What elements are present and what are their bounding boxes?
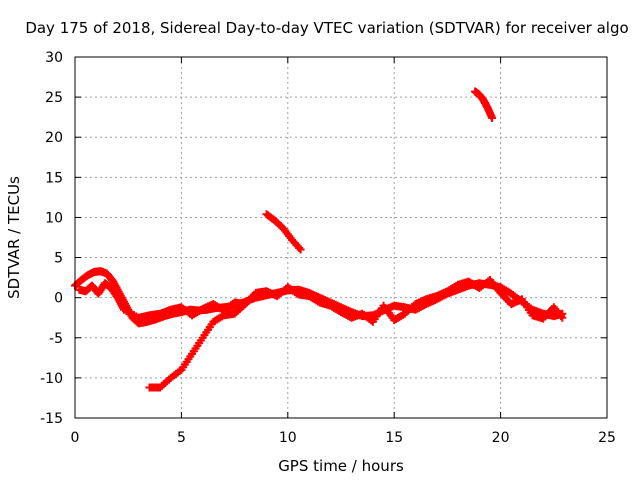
y-tick-label: 15 <box>45 170 63 186</box>
y-tick-label: 30 <box>45 50 63 66</box>
grid-lines <box>75 57 607 418</box>
x-tick-label: 10 <box>279 430 297 446</box>
x-tick-label: 5 <box>177 430 186 446</box>
data-point <box>296 245 305 254</box>
data-point <box>488 113 497 122</box>
data-point <box>241 300 250 309</box>
y-tick-label: -15 <box>40 411 63 427</box>
x-tick-label: 20 <box>492 430 510 446</box>
y-tick-label: 0 <box>54 291 63 307</box>
y-tick-labels: -15 -10 -5 0 5 10 15 20 25 30 <box>40 50 63 427</box>
plot-frame <box>74 56 608 419</box>
chart-title: Day 175 of 2018, Sidereal Day-to-day VTE… <box>25 19 628 37</box>
x-tick-labels: 0 5 10 15 20 25 <box>71 430 616 446</box>
x-axis-title: GPS time / hours <box>278 457 404 475</box>
data-points <box>71 87 567 392</box>
axis-ticks <box>74 56 608 419</box>
y-tick-label: 25 <box>45 90 63 106</box>
y-axis-title: SDTVAR / TECUs <box>5 176 23 299</box>
data-point <box>558 313 567 322</box>
x-tick-label: 15 <box>385 430 403 446</box>
x-tick-label: 0 <box>71 430 80 446</box>
data-point <box>295 243 304 252</box>
y-tick-label: 5 <box>54 251 63 267</box>
y-tick-label: -10 <box>40 371 63 387</box>
y-tick-label: 20 <box>45 130 63 146</box>
y-tick-label: -5 <box>49 331 63 347</box>
x-tick-label: 25 <box>598 430 616 446</box>
y-tick-label: 10 <box>45 210 63 226</box>
